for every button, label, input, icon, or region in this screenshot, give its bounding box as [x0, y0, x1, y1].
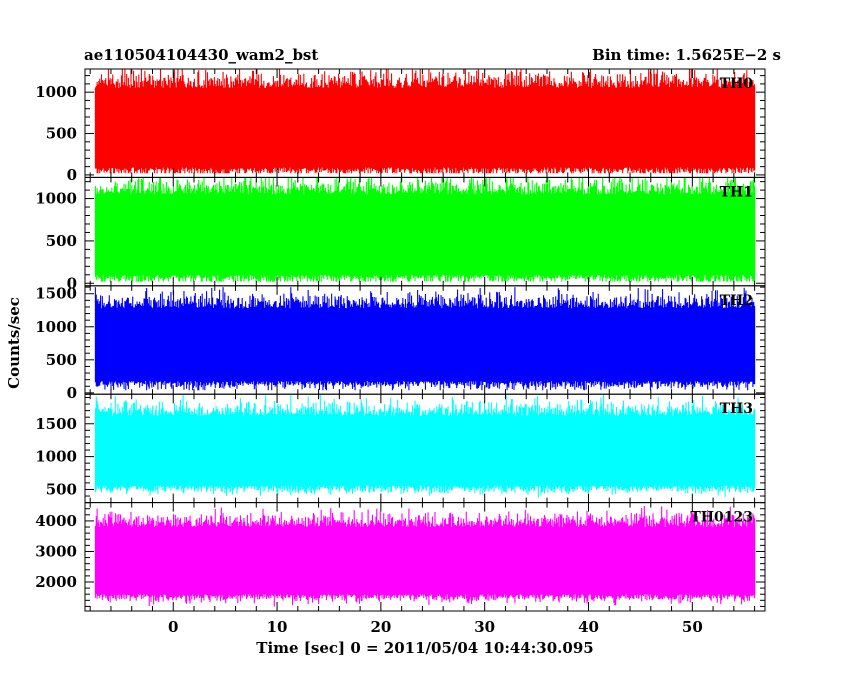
- series-core-th2: [95, 313, 755, 376]
- x-axis-title: Time [sec] 0 = 2011/05/04 10:44:30.095: [256, 639, 593, 657]
- panel-label: TH0123: [690, 510, 753, 526]
- panel-label: TH3: [720, 401, 753, 417]
- y-tick-label: 2000: [35, 573, 77, 591]
- y-tick-label: 500: [46, 351, 77, 369]
- y-tick-label: 1000: [35, 190, 77, 208]
- series-core-th1: [95, 200, 755, 269]
- y-tick-label: 4000: [35, 512, 77, 530]
- x-tick-label: 10: [267, 618, 288, 636]
- panel-th0123: 2000 3000 4000 TH0123: [35, 502, 766, 612]
- y-tick-label: 0: [67, 166, 77, 184]
- x-tick-label: 20: [370, 618, 391, 636]
- y-tick-label: 0: [67, 384, 77, 402]
- x-tick-label: 40: [578, 618, 599, 636]
- chart-title-right: Bin time: 1.5625E−2 s: [592, 46, 781, 64]
- y-tick-label: 500: [46, 480, 77, 498]
- series-core-th0123: [95, 532, 755, 590]
- y-tick-label: 1500: [35, 285, 77, 303]
- y-tick-label: 1000: [35, 448, 77, 466]
- y-tick-label: 1000: [35, 83, 77, 101]
- series-core-th3: [95, 421, 755, 481]
- y-axis-title: Counts/sec: [5, 297, 23, 389]
- x-tick-label: 50: [682, 618, 703, 636]
- series-core-th0: [95, 93, 755, 162]
- y-tick-label: 500: [46, 125, 77, 143]
- panel-th2: 0 500 1000 1500 TH2: [35, 285, 766, 402]
- y-tick-label: 0: [67, 274, 77, 292]
- panel-label: TH2: [720, 293, 753, 309]
- chart-title-left: ae110504104430_wam2_bst: [84, 46, 318, 64]
- panel-th3: 500 1000 1500 TH3: [35, 393, 766, 504]
- panel-th0: 0 500 1000 TH0: [35, 68, 766, 184]
- x-tick-label: 0: [168, 618, 178, 636]
- y-tick-label: 500: [46, 232, 77, 250]
- panel-frame: [84, 502, 766, 612]
- panel-label: TH1: [720, 184, 753, 200]
- x-tick-label: 30: [474, 618, 495, 636]
- y-tick-label: 3000: [35, 542, 77, 560]
- y-tick-label: 1000: [35, 318, 77, 336]
- y-tick-label: 1500: [35, 415, 77, 433]
- panel-label: TH0: [720, 76, 754, 92]
- panel-th1: 0 500 1000 TH1: [35, 176, 766, 292]
